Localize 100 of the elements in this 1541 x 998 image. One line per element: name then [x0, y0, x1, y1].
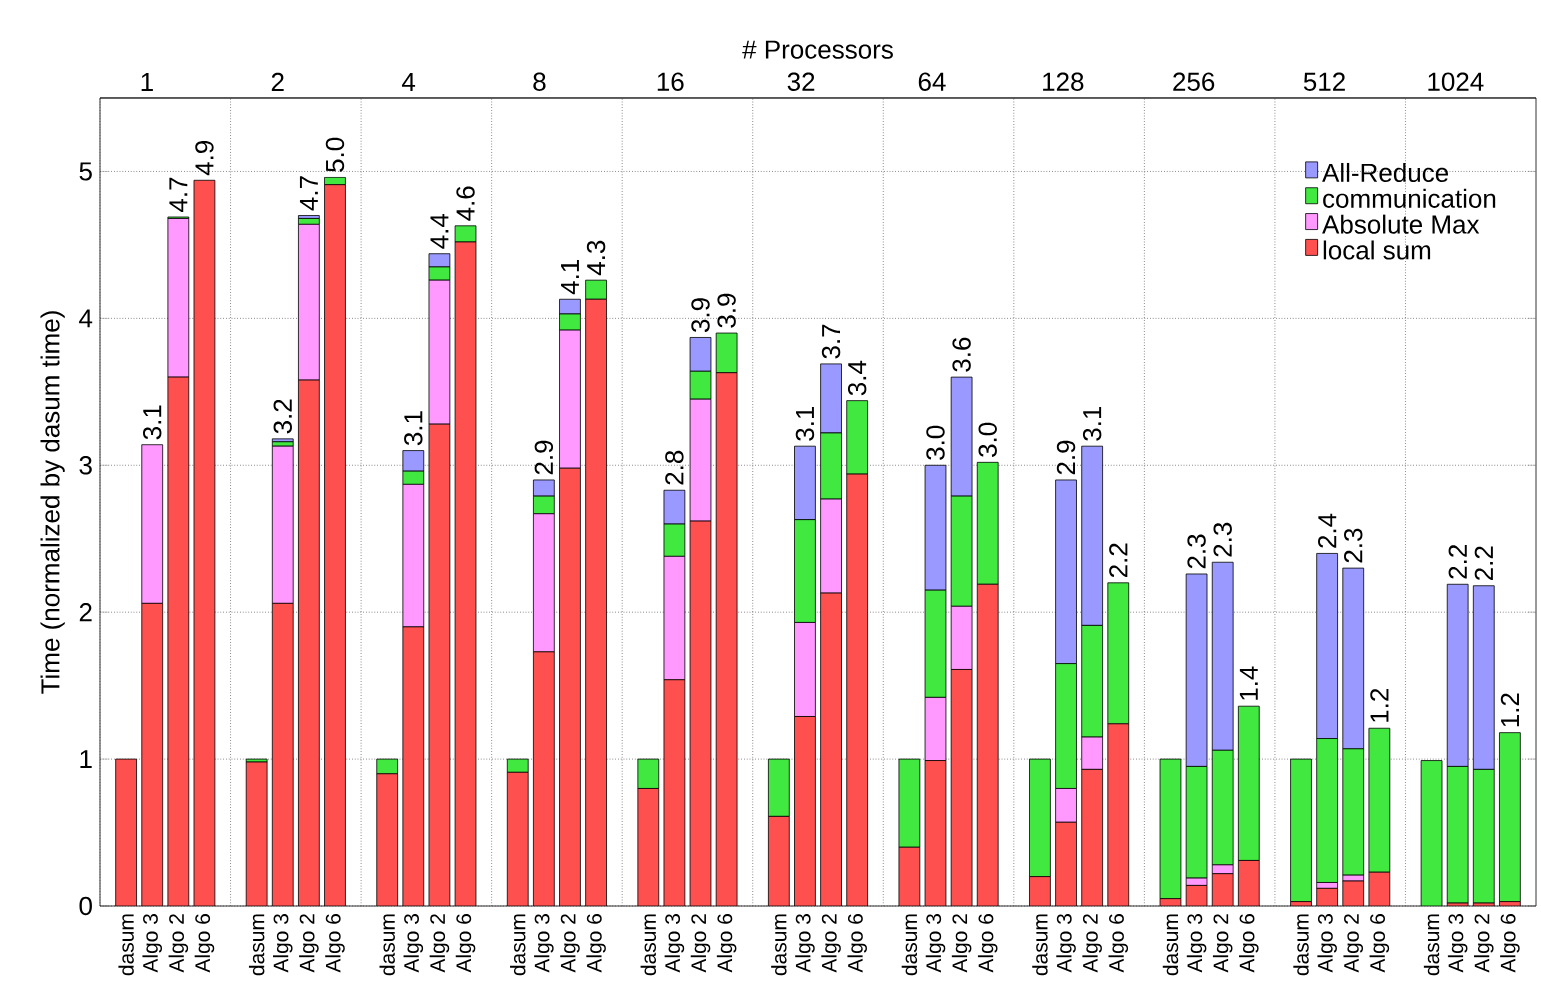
total-label: 1.4	[1239, 666, 1258, 700]
x-tick-label: Algo 6	[716, 914, 737, 973]
x2-tick-label: 16	[657, 72, 684, 91]
x-tick-label: dasum	[901, 914, 918, 976]
x-tick-label: Algo 2	[168, 914, 189, 973]
y-axis-title: Time (normalized by dasum time)	[40, 311, 65, 694]
total-label: 2.8	[665, 450, 684, 485]
total-label: 3.1	[1082, 406, 1102, 441]
x-tick-label: Algo 6	[1369, 914, 1390, 973]
x-tick-label: Algo 6	[1108, 914, 1129, 973]
x-tick-label: Algo 6	[325, 914, 345, 973]
legend-label: Absolute Max	[1322, 214, 1480, 234]
total-label: 1.2	[1500, 693, 1519, 727]
total-label: 2.9	[1056, 440, 1076, 475]
y-tick-label: 3	[79, 456, 92, 475]
total-label: 4.6	[456, 186, 475, 221]
x2-tick-label: 128	[1043, 72, 1084, 91]
x-tick-label: dasum	[118, 914, 134, 976]
x-tick-label: dasum	[771, 914, 787, 976]
x-tick-label: Algo 2	[560, 914, 580, 973]
y-tick-label: 0	[79, 896, 92, 916]
total-label: 3.0	[926, 425, 945, 460]
total-label: 2.2	[1448, 545, 1467, 579]
x-tick-label: Algo 3	[534, 914, 554, 973]
total-label: 3.9	[691, 298, 710, 333]
x-tick-label: Algo 2	[429, 914, 450, 973]
x-tick-label: Algo 2	[951, 914, 972, 973]
x2-tick-label: 1	[141, 73, 153, 91]
total-label: 3.1	[404, 411, 423, 446]
x2-tick-label: 256	[1173, 72, 1215, 91]
x2-tick-label: 2	[271, 72, 284, 91]
x-tick-label: Algo 3	[795, 914, 815, 973]
total-label: 2.3	[1187, 534, 1206, 569]
y-tick-label: 1	[80, 750, 92, 769]
x-tick-label: Algo 2	[1082, 914, 1102, 973]
total-label: 3.7	[821, 324, 841, 359]
x-tick-label: dasum	[640, 914, 657, 976]
x-tick-label: dasum	[510, 914, 526, 976]
x-tick-label: Algo 6	[586, 914, 606, 973]
total-label: 4.7	[299, 176, 318, 211]
x-tick-label: dasum	[248, 914, 265, 976]
x2-tick-label: 64	[918, 72, 946, 91]
x-tick-label: Algo 6	[194, 914, 215, 973]
total-label: 2.3	[1213, 522, 1232, 557]
total-label: 2.2	[1109, 543, 1128, 578]
total-label: 3.9	[717, 293, 736, 328]
y-tick-label: 4	[79, 309, 93, 328]
x-tick-label: dasum	[1032, 914, 1048, 976]
x-tick-label: Algo 3	[925, 914, 946, 973]
total-label: 4.4	[430, 213, 449, 249]
x-tick-label: dasum	[1162, 914, 1179, 976]
total-label: 3.2	[273, 399, 292, 434]
y-tick-label: 2	[79, 603, 92, 622]
x-tick-label: Algo 6	[1239, 914, 1259, 973]
total-label: 3.1	[795, 406, 815, 441]
x-tick-label: Algo 2	[1474, 914, 1494, 973]
x2-tick-label: 4	[401, 73, 416, 91]
x-tick-label: Algo 6	[1500, 914, 1520, 973]
total-label: 4.7	[169, 177, 188, 212]
total-label: 2.2	[1474, 546, 1493, 581]
x-tick-label: dasum	[379, 914, 395, 976]
total-label: 2.4	[1318, 513, 1337, 548]
total-label: 2.3	[1344, 528, 1363, 563]
x-tick-label: Algo 3	[1186, 914, 1207, 973]
x-tick-label: Algo 2	[1212, 914, 1233, 973]
x-tick-label: Algo 3	[1447, 914, 1468, 973]
x-tick-label: Algo 3	[1317, 914, 1337, 973]
legend-label: All-Reduce	[1322, 162, 1449, 183]
x-tick-label: Algo 3	[142, 914, 163, 973]
x2-tick-label: 32	[787, 72, 815, 91]
total-label: 4.9	[195, 140, 214, 176]
total-label: 4.3	[586, 240, 606, 276]
legend-label: communication	[1323, 188, 1496, 208]
total-label: 3.6	[952, 337, 971, 372]
y-tick-label: 5	[79, 162, 92, 181]
total-label: 4.1	[561, 259, 579, 295]
x-tick-label: Algo 6	[847, 914, 867, 973]
total-label: 3.1	[143, 405, 162, 440]
x-tick-label: Algo 2	[299, 914, 319, 973]
x2-axis-title: # Processors	[742, 40, 893, 59]
x-tick-label: Algo 3	[272, 914, 293, 973]
x-tick-label: Algo 3	[1056, 914, 1076, 973]
x-tick-label: Algo 2	[690, 914, 711, 973]
total-label: 3.4	[847, 360, 867, 396]
legend-label: local sum	[1323, 240, 1431, 260]
x-tick-label: Algo 2	[821, 914, 841, 973]
x-tick-label: Algo 6	[977, 914, 998, 973]
total-label: 2.9	[534, 440, 554, 475]
x2-tick-label: 8	[533, 72, 546, 91]
x-tick-label: Algo 3	[664, 914, 685, 973]
x2-tick-label: 1024	[1428, 72, 1484, 91]
x-tick-label: dasum	[1293, 914, 1309, 976]
x-tick-label: Algo 2	[1343, 914, 1364, 973]
x-tick-label: Algo 3	[403, 914, 424, 973]
x-tick-label: Algo 6	[455, 914, 476, 973]
x-tick-label: dasum	[1423, 914, 1440, 976]
total-label: 3.0	[978, 422, 997, 457]
total-label: 5.0	[325, 137, 345, 172]
total-label: 1.2	[1370, 689, 1389, 722]
x2-tick-label: 512	[1303, 72, 1345, 91]
